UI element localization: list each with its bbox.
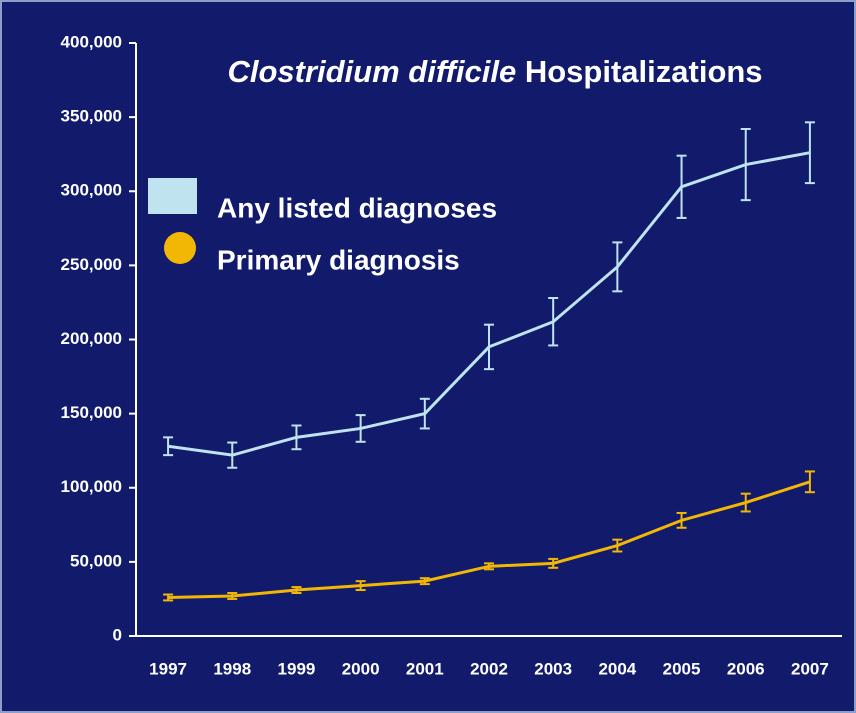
error-bar <box>163 436 174 457</box>
x-tick-label: 2005 <box>663 659 701 678</box>
error-bar <box>291 586 302 595</box>
x-tick-label: 2006 <box>727 659 765 678</box>
error-bar <box>548 557 559 569</box>
chart-title: Clostridium difficile Hospitalizations <box>227 54 762 89</box>
x-tick-label: 1999 <box>278 659 316 678</box>
error-bar <box>612 241 623 293</box>
y-tick-label: 400,000 <box>61 32 122 51</box>
error-bar <box>419 397 430 430</box>
error-bar <box>227 592 238 600</box>
y-tick-label: 350,000 <box>61 107 122 126</box>
error-bar <box>548 296 559 347</box>
error-bar <box>740 492 751 513</box>
error-bar <box>804 470 815 494</box>
error-bar <box>804 121 815 185</box>
legend-label: Any listed diagnoses <box>217 192 497 223</box>
legend-swatch <box>148 178 197 214</box>
x-tick-label: 2002 <box>470 659 508 678</box>
error-bar <box>676 511 687 529</box>
error-bar <box>740 127 751 202</box>
error-bar <box>163 593 174 602</box>
error-bar <box>612 538 623 553</box>
error-bar <box>419 577 430 586</box>
x-tick-label: 1997 <box>149 659 187 678</box>
x-tick-label: 2000 <box>342 659 380 678</box>
x-tick-label: 2001 <box>406 659 444 678</box>
legend-swatch <box>164 232 196 264</box>
error-bar <box>291 424 302 451</box>
x-tick-label: 2003 <box>534 659 572 678</box>
y-tick-label: 50,000 <box>70 551 122 570</box>
legend-label: Primary diagnosis <box>217 244 460 275</box>
y-tick-label: 250,000 <box>61 255 122 274</box>
x-tick-label: 2007 <box>791 659 829 678</box>
title-rest: Hospitalizations <box>525 54 763 89</box>
error-bar <box>484 562 494 571</box>
x-tick-label: 2004 <box>598 659 636 678</box>
error-bar <box>355 580 366 592</box>
title-italic: Clostridium difficile <box>227 54 516 89</box>
x-tick-label: 1998 <box>213 659 251 678</box>
error-bar <box>676 154 687 219</box>
y-tick-label: 0 <box>113 625 122 644</box>
error-bar <box>355 414 366 443</box>
error-bar <box>484 323 494 371</box>
y-tick-label: 300,000 <box>61 181 122 200</box>
y-tick-label: 200,000 <box>61 329 122 348</box>
y-tick-label: 150,000 <box>61 403 122 422</box>
y-tick-label: 100,000 <box>61 477 122 496</box>
error-bar <box>227 441 238 469</box>
